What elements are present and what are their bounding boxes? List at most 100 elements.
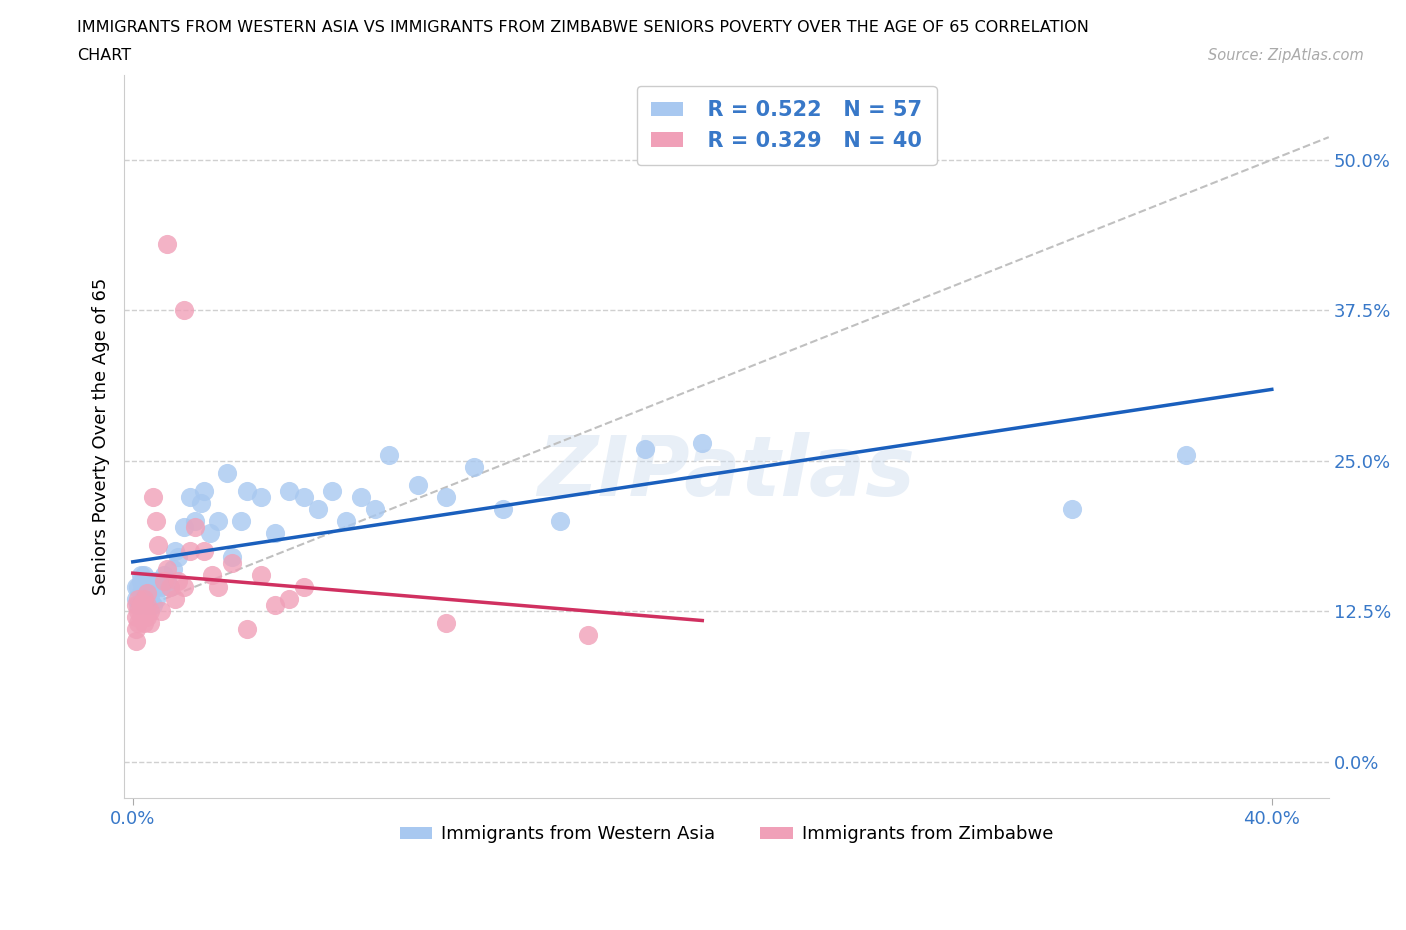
Point — [134, 616, 156, 631]
Point — [548, 513, 571, 528]
Point — [156, 562, 179, 577]
Point — [131, 610, 153, 625]
Point — [153, 574, 176, 589]
Point — [463, 459, 485, 474]
Point — [434, 616, 457, 631]
Point — [576, 628, 599, 643]
Point — [139, 591, 162, 606]
Point — [1175, 447, 1198, 462]
Point — [167, 574, 190, 589]
Point — [124, 591, 146, 606]
Point — [153, 568, 176, 583]
Point — [235, 622, 257, 637]
Point — [173, 520, 195, 535]
Point — [136, 586, 159, 601]
Point — [145, 591, 167, 606]
Point — [201, 568, 224, 583]
Point — [127, 591, 149, 606]
Point — [207, 513, 229, 528]
Point — [124, 634, 146, 649]
Point — [145, 513, 167, 528]
Point — [145, 580, 167, 595]
Point — [278, 591, 301, 606]
Legend: Immigrants from Western Asia, Immigrants from Zimbabwe: Immigrants from Western Asia, Immigrants… — [392, 818, 1060, 850]
Text: ZIPatlas: ZIPatlas — [537, 432, 915, 513]
Point — [193, 544, 215, 559]
Point — [215, 465, 238, 480]
Point — [190, 496, 212, 511]
Point — [184, 520, 207, 535]
Point — [292, 489, 315, 504]
Point — [492, 501, 515, 516]
Point — [159, 580, 181, 595]
Point — [134, 591, 156, 606]
Point — [139, 616, 162, 631]
Point — [127, 604, 149, 618]
Point — [134, 604, 156, 618]
Point — [148, 574, 170, 589]
Point — [221, 556, 243, 571]
Point — [165, 544, 187, 559]
Text: CHART: CHART — [77, 48, 131, 63]
Point — [136, 586, 159, 601]
Point — [159, 580, 181, 595]
Point — [292, 580, 315, 595]
Point — [131, 568, 153, 583]
Point — [378, 447, 401, 462]
Point — [142, 598, 165, 613]
Point — [139, 580, 162, 595]
Point — [264, 598, 287, 613]
Point — [364, 501, 387, 516]
Text: IMMIGRANTS FROM WESTERN ASIA VS IMMIGRANTS FROM ZIMBABWE SENIORS POVERTY OVER TH: IMMIGRANTS FROM WESTERN ASIA VS IMMIGRAN… — [77, 20, 1090, 35]
Point — [136, 598, 159, 613]
Point — [150, 604, 173, 618]
Y-axis label: Seniors Poverty Over the Age of 65: Seniors Poverty Over the Age of 65 — [93, 278, 110, 595]
Point — [1062, 501, 1084, 516]
Point — [134, 591, 156, 606]
Point — [179, 544, 201, 559]
Point — [124, 598, 146, 613]
Point — [167, 550, 190, 565]
Point — [207, 580, 229, 595]
Point — [131, 586, 153, 601]
Point — [136, 598, 159, 613]
Point — [690, 435, 713, 450]
Text: Source: ZipAtlas.com: Source: ZipAtlas.com — [1208, 48, 1364, 63]
Point — [198, 525, 221, 540]
Point — [142, 489, 165, 504]
Point — [127, 616, 149, 631]
Point — [127, 580, 149, 595]
Point — [124, 580, 146, 595]
Point — [250, 568, 273, 583]
Point — [124, 622, 146, 637]
Point — [127, 598, 149, 613]
Point — [179, 489, 201, 504]
Point — [193, 484, 215, 498]
Point — [148, 538, 170, 552]
Point — [321, 484, 343, 498]
Point — [131, 574, 153, 589]
Point — [136, 610, 159, 625]
Point — [434, 489, 457, 504]
Point — [221, 550, 243, 565]
Point — [136, 574, 159, 589]
Point — [173, 303, 195, 318]
Point — [264, 525, 287, 540]
Point — [634, 442, 657, 457]
Point — [250, 489, 273, 504]
Point — [131, 598, 153, 613]
Point — [165, 591, 187, 606]
Point — [134, 568, 156, 583]
Point — [278, 484, 301, 498]
Point — [134, 580, 156, 595]
Point — [142, 574, 165, 589]
Point — [124, 610, 146, 625]
Point — [156, 574, 179, 589]
Point — [229, 513, 252, 528]
Point — [139, 604, 162, 618]
Point — [156, 236, 179, 251]
Point — [406, 477, 429, 492]
Point — [307, 501, 329, 516]
Point — [162, 562, 184, 577]
Point — [335, 513, 357, 528]
